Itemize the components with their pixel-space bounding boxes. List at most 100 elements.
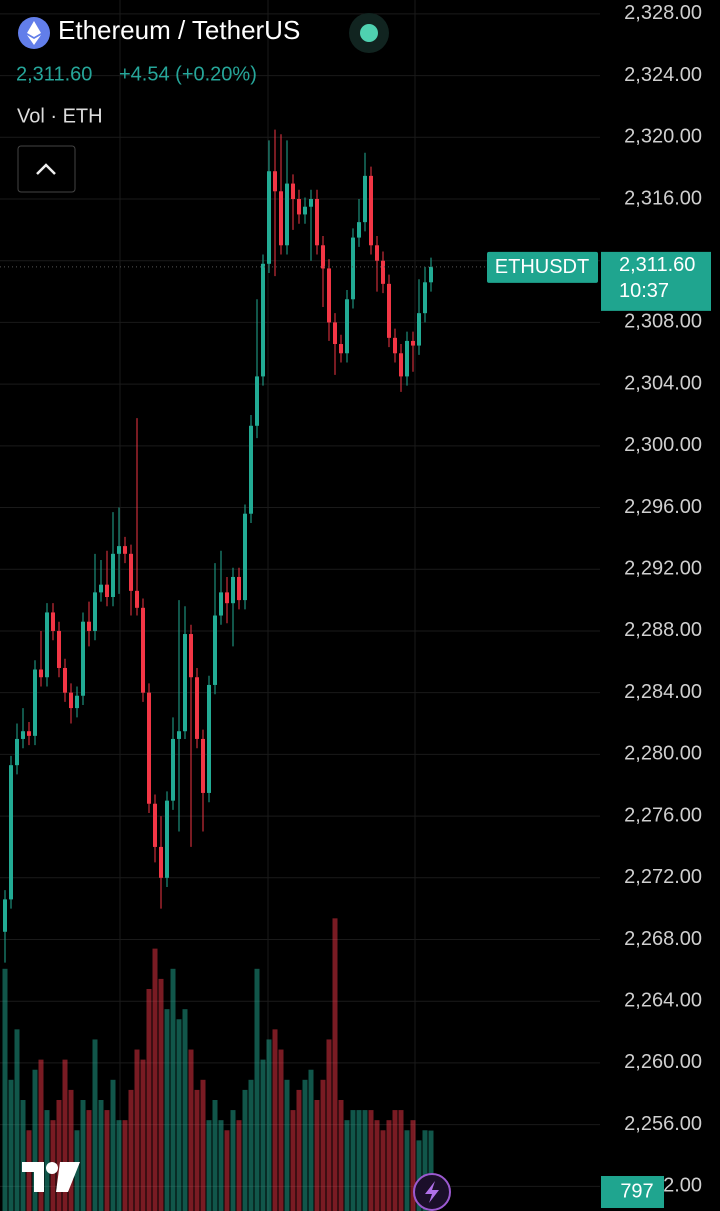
volume-bar [212,1099,218,1211]
candle-body [429,266,433,283]
candle-body [165,800,169,878]
price-axis: 2,328.002,324.002,320.002,316.002,312.00… [624,2,702,1196]
eth-glyph [27,21,41,45]
price-tag-text: 2,311.60 [619,254,695,276]
title: Ethereum / TetherUS [58,15,300,45]
y-tick-label: 2,304.00 [624,372,702,394]
volume-bar [230,1110,236,1211]
volume-tag [601,1176,664,1208]
candle-body [351,237,355,300]
tv-logo [22,1162,80,1192]
volume-bar [374,1120,380,1211]
candle-body [381,260,385,284]
candle-body [255,376,259,426]
candle-body [195,677,199,739]
candle-body [105,584,109,598]
candle-body [147,692,151,804]
candle-body [249,425,253,514]
countdown: 10:37 [619,280,669,302]
candle-body [297,199,301,215]
candle-body [291,183,295,200]
y-tick-label: 2,272.00 [624,866,702,888]
candle-body [171,738,175,801]
candle-body [303,206,307,215]
candle-body [201,738,205,793]
logo-part [46,1162,58,1174]
volume-bar [74,1130,80,1211]
y-tick-label: 2,324.00 [624,64,702,86]
y-tick-label: 2,260.00 [624,1051,702,1073]
volume-bar [398,1110,404,1211]
volume-bar [98,1099,104,1211]
symbol-tag-text: ETHUSDT [495,256,589,278]
candle-body [51,612,55,631]
candle-body [135,590,139,608]
volume-bar [344,1120,350,1211]
volume-bar [308,1069,314,1211]
candle-body [141,607,145,693]
volume-bar [326,1039,332,1211]
volume-bar [224,1130,230,1211]
volume-bar [38,1059,44,1211]
candle-body [153,803,157,847]
collapse-button[interactable] [17,145,76,193]
candle-body [375,245,379,261]
volume-bar [56,1099,62,1211]
candle-body [183,634,187,732]
change: +4.54 (+0.20%) [119,63,257,85]
candle-body [9,765,13,900]
candle-body [285,183,289,246]
volume-bar [284,1079,290,1211]
volume-bar [134,1049,140,1211]
candle-body [321,245,325,269]
volume-bar [350,1110,356,1211]
candle-body [363,175,367,223]
volume-bar [92,1039,98,1211]
candle-body [75,695,79,709]
volume-bar [380,1130,386,1211]
y-tick-label: 2,284.00 [624,681,702,703]
candle-body [267,171,271,264]
y-tick-label: 2,292.00 [624,558,702,580]
volume-bar [242,1089,248,1211]
volume-bar [302,1079,308,1211]
candle-body [393,337,397,354]
candle-body [207,684,211,793]
bolt-button[interactable] [413,1173,451,1211]
y-tick-label: 2,308.00 [624,311,702,333]
candle-body [177,731,181,739]
volume-bar [152,948,158,1211]
header: Ethereum / TetherUS 2,311.60 +4.54 (+0.2… [16,13,389,193]
candle-body [3,899,7,932]
volume-bar [20,1099,26,1211]
volume-bar [338,1099,344,1211]
candle-layer [3,129,433,963]
y-tick-label: 2,264.00 [624,989,702,1011]
volume-bar [266,1039,272,1211]
volume-bar [296,1089,302,1211]
candle-body [387,283,391,338]
volume-bar [416,1140,422,1211]
candle-body [369,175,373,246]
logo-part [56,1162,80,1192]
candle-body [327,268,331,323]
volume-bar [68,1089,74,1211]
candle-body [21,731,25,739]
y-tick-label: 2,300.00 [624,434,702,456]
candle-body [117,546,121,554]
volume-bar [386,1120,392,1211]
y-tick-label: 2,316.00 [624,187,702,209]
status-dot [360,24,378,42]
volume-bar [182,1009,188,1211]
candle-body [123,546,127,554]
candle-body [237,576,241,601]
volume-bar [116,1120,122,1211]
volume-bar [320,1079,326,1211]
candle-body [309,199,313,207]
volume-bar [62,1059,68,1211]
volume-bar [80,1099,86,1211]
volume-bar [164,1009,170,1211]
tags: ETHUSDT 2,311.60 10:37 797 [487,251,711,1208]
volume-bar [194,1089,200,1211]
